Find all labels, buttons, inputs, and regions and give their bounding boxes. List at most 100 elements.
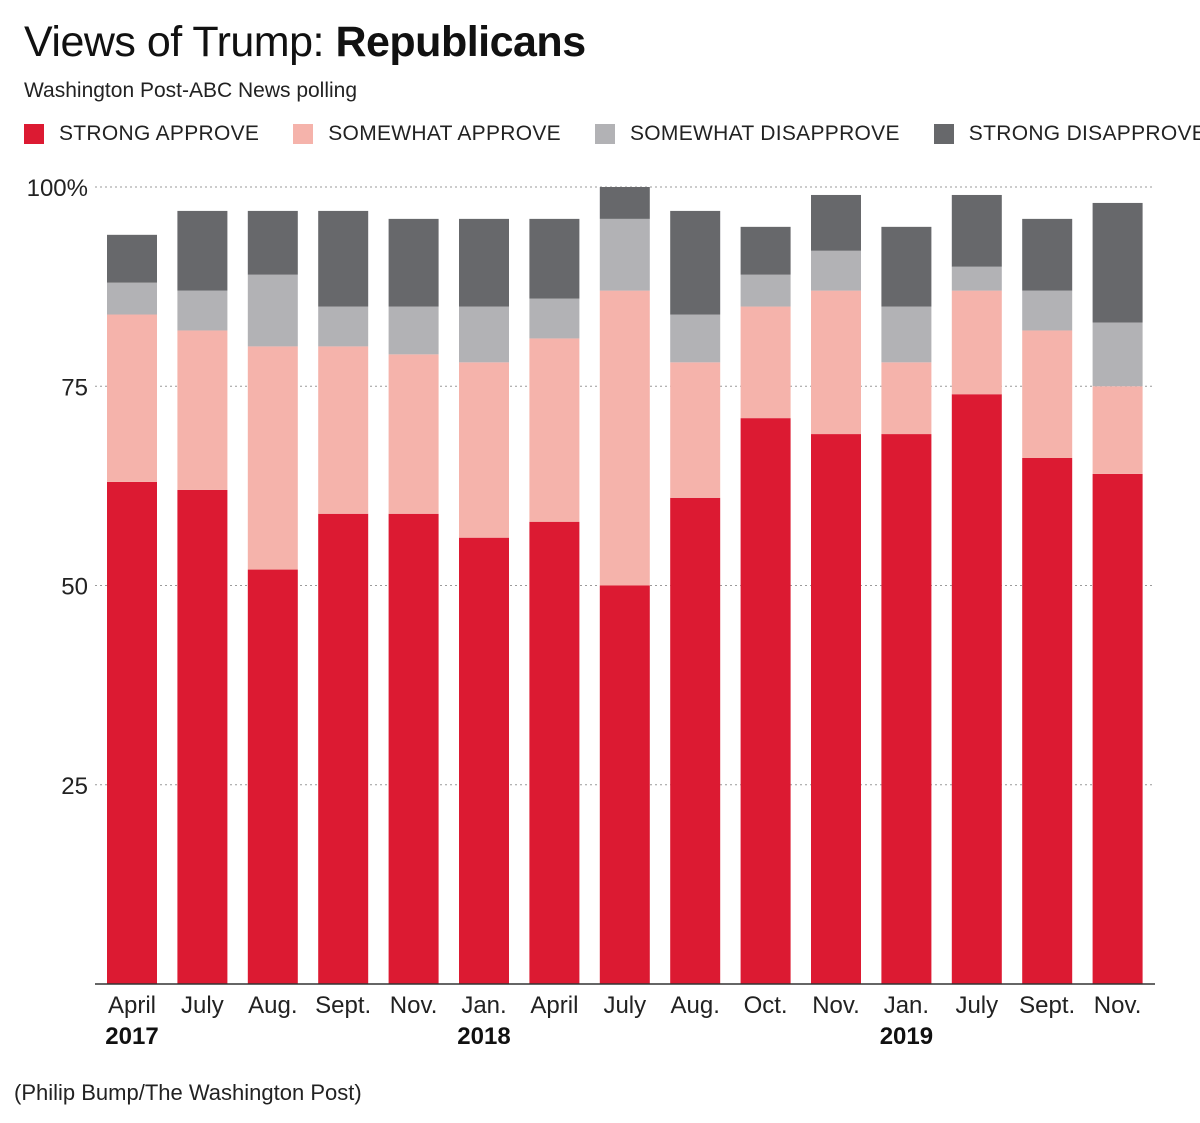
bar-strong-disapprove-11 (881, 226, 932, 307)
x-tick-label-5: Jan. (461, 992, 506, 1019)
bar-somewhat-disapprove-0 (107, 282, 157, 315)
x-tick-label-10: Nov. (812, 992, 860, 1019)
bar-somewhat-approve-10 (811, 290, 861, 435)
bar-strong-approve-2 (247, 569, 298, 984)
x-tick-label-4: Nov. (390, 992, 438, 1019)
credit-line: (Philip Bump/The Washington Post) (14, 1080, 362, 1105)
y-tick-label-50: 50 (61, 574, 88, 601)
bar-strong-approve-14 (1092, 473, 1143, 984)
y-tick-label-100: 100% (27, 175, 88, 202)
bar-somewhat-disapprove-8 (670, 314, 721, 363)
bar-somewhat-disapprove-9 (740, 274, 791, 307)
bar-somewhat-approve-9 (740, 306, 791, 419)
bar-somewhat-approve-13 (1022, 330, 1073, 458)
chart-legend: STRONG APPROVE SOMEWHAT APPROVE SOMEWHAT… (24, 120, 1200, 148)
bar-strong-approve-11 (881, 434, 932, 984)
x-tick-label-13: Sept. (1019, 992, 1075, 1019)
legend-label-strong-approve: STRONG APPROVE (59, 122, 260, 145)
bar-somewhat-disapprove-4 (388, 306, 439, 355)
bar-somewhat-approve-11 (881, 362, 932, 435)
x-tick-label-9: Oct. (744, 992, 788, 1019)
bar-somewhat-approve-3 (318, 346, 369, 514)
chart-title-light: Views of Trump: (24, 18, 336, 66)
bar-strong-disapprove-5 (459, 218, 509, 307)
bar-strong-approve-4 (388, 513, 439, 984)
x-tick-label-6: April (530, 992, 578, 1019)
chart-title: Views of Trump: Republicans (24, 18, 586, 67)
bar-somewhat-approve-0 (107, 314, 157, 482)
y-tick-label-75: 75 (61, 374, 88, 401)
bar-somewhat-approve-2 (247, 346, 298, 570)
bar-strong-disapprove-1 (177, 210, 228, 291)
bar-strong-approve-13 (1022, 457, 1073, 985)
x-tick-label-11: Jan. (884, 992, 929, 1019)
bar-somewhat-disapprove-14 (1092, 322, 1143, 387)
legend-swatch-somewhat-approve (293, 124, 314, 144)
legend-swatch-strong-disapprove (933, 124, 954, 144)
x-tick-label-14: Nov. (1094, 992, 1142, 1019)
legend-item-somewhat-approve: SOMEWHAT APPROVE (293, 122, 561, 146)
bar-strong-approve-8 (670, 497, 721, 984)
bar-strong-disapprove-10 (811, 194, 861, 251)
x-tick-label-2: Aug. (248, 992, 297, 1019)
bar-somewhat-disapprove-6 (529, 298, 580, 339)
y-tick-label-25: 25 (61, 773, 88, 800)
bar-strong-approve-5 (459, 537, 509, 984)
bar-strong-disapprove-9 (740, 226, 791, 275)
bar-somewhat-disapprove-5 (459, 306, 509, 363)
bar-somewhat-disapprove-13 (1022, 290, 1073, 331)
legend-swatch-strong-approve (24, 124, 44, 144)
bar-strong-disapprove-2 (247, 210, 298, 275)
bar-somewhat-disapprove-10 (811, 250, 861, 291)
year-label-2017: 2017 (105, 1023, 158, 1050)
bar-somewhat-disapprove-1 (177, 290, 228, 331)
bar-strong-disapprove-13 (1022, 218, 1073, 291)
year-label-2019: 2019 (880, 1023, 933, 1050)
x-tick-label-1: July (181, 992, 224, 1019)
legend-label-strong-disapprove: STRONG DISAPPROVE (968, 122, 1200, 145)
bar-strong-disapprove-12 (951, 194, 1002, 267)
legend-item-somewhat-disapprove: SOMEWHAT DISAPPROVE (594, 122, 900, 146)
x-tick-label-8: Aug. (671, 992, 720, 1019)
bar-somewhat-disapprove-3 (318, 306, 369, 347)
chart-subtitle: Washington Post-ABC News polling (24, 79, 358, 102)
bar-somewhat-approve-1 (177, 330, 228, 490)
bar-somewhat-approve-7 (599, 290, 650, 586)
bar-strong-approve-12 (951, 394, 1002, 985)
bar-somewhat-disapprove-2 (247, 274, 298, 347)
bar-strong-disapprove-14 (1092, 202, 1143, 323)
bar-strong-approve-0 (107, 481, 157, 984)
bar-strong-disapprove-6 (529, 218, 580, 299)
year-label-2018: 2018 (457, 1023, 510, 1050)
bar-strong-approve-9 (740, 418, 791, 984)
bar-somewhat-approve-12 (951, 290, 1002, 395)
bar-strong-disapprove-8 (670, 210, 721, 315)
x-tick-label-7: July (603, 992, 646, 1019)
bar-strong-disapprove-3 (318, 210, 369, 307)
bar-somewhat-approve-6 (529, 338, 580, 522)
legend-label-somewhat-approve: SOMEWHAT APPROVE (328, 122, 561, 145)
legend-item-strong-disapprove: STRONG DISAPPROVE (933, 122, 1200, 146)
bar-strong-approve-3 (318, 513, 369, 984)
bar-somewhat-disapprove-11 (881, 306, 932, 363)
bar-somewhat-approve-8 (670, 362, 721, 498)
legend-swatch-somewhat-disapprove (594, 124, 615, 144)
bar-strong-approve-10 (811, 434, 861, 984)
bar-strong-disapprove-7 (599, 187, 650, 219)
x-tick-label-3: Sept. (315, 992, 371, 1019)
legend-label-somewhat-disapprove: SOMEWHAT DISAPPROVE (629, 122, 900, 145)
bar-strong-disapprove-0 (107, 234, 157, 283)
bar-strong-approve-7 (599, 585, 650, 984)
bar-somewhat-approve-5 (459, 362, 509, 538)
bar-somewhat-disapprove-7 (599, 218, 650, 291)
bar-strong-disapprove-4 (388, 218, 439, 307)
legend-item-strong-approve: STRONG APPROVE (24, 122, 259, 146)
stacked-bar-chart: 100% 75 50 25 April July Aug. Sept. Nov. Jan. Apri… (27, 175, 1155, 1050)
bar-strong-approve-1 (177, 489, 228, 984)
bar-somewhat-disapprove-12 (951, 266, 1002, 291)
x-tick-label-12: July (955, 992, 998, 1019)
chart-title-bold: Republicans (335, 18, 586, 66)
bar-strong-approve-6 (529, 521, 580, 984)
x-tick-label-0: April (108, 992, 156, 1019)
bar-somewhat-approve-4 (388, 354, 439, 514)
